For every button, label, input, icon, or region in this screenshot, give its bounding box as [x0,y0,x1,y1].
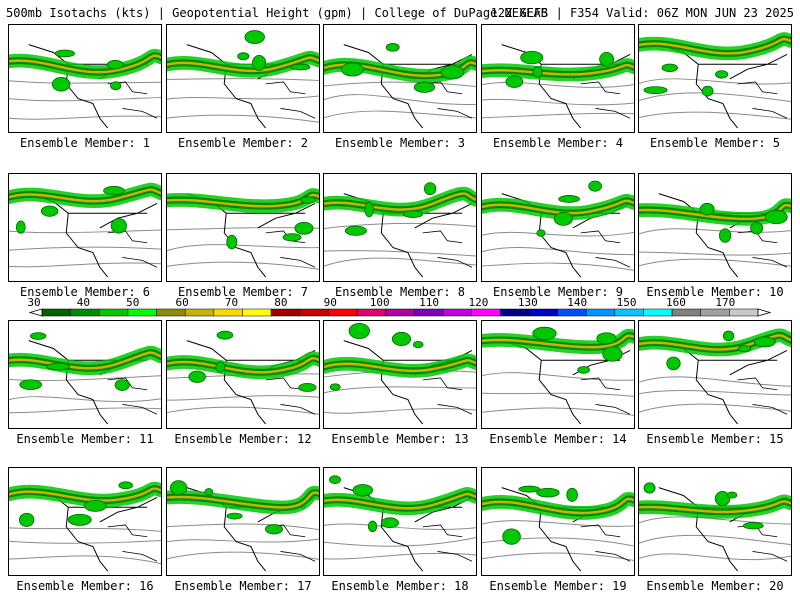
scale-segment [442,308,472,317]
ensemble-member-label: Ensemble Member: 15 [646,432,784,446]
ensemble-member-map [638,24,792,133]
ensemble-member-label: Ensemble Member: 17 [174,579,312,593]
ensemble-member-label: Ensemble Member: 3 [334,136,466,150]
scale-segment [385,308,415,317]
map-title: 500mb Isotachs (kts) | Geopotential Heig… [6,6,548,20]
scale-tick-label: 40 [77,296,90,309]
scale-segment [299,308,329,317]
scale-segment [156,308,186,317]
valid-time: 12Z GEFS | F354 Valid: 06Z MON JUN 23 20… [490,6,794,20]
ensemble-member-map [481,320,635,429]
isotach-color-scale: 30 40 50 60 70 80 90 100 110 120 130 140 150 160 170 [27,296,772,317]
ensemble-member-map [8,320,162,429]
ensemble-member-label: Ensemble Member: 5 [649,136,781,150]
scale-tick-label: 70 [225,296,238,309]
scale-segment [499,308,530,317]
ensemble-member-map [8,24,162,133]
scale-segment [614,308,644,317]
ensemble-member-label: Ensemble Member: 19 [489,579,627,593]
ensemble-member-map [638,173,792,282]
ensemble-member-label: Ensemble Member: 11 [16,432,154,446]
ensemble-member-label: Ensemble Member: 6 [19,285,151,299]
scale-tick-label: 80 [274,296,287,309]
scale-segment [213,308,243,317]
scale-segment [557,308,587,317]
scale-segment [643,308,673,317]
scale-segment [356,308,386,317]
scale-segment [70,308,100,317]
ensemble-member-map [166,173,320,282]
scale-right-arrow [757,308,772,317]
scale-tick-label: 60 [176,296,189,309]
scale-segment [700,308,730,317]
scale-segment [127,308,157,317]
scale-left-arrow [28,308,43,317]
scale-segment [41,308,71,317]
scale-segment [184,308,215,317]
ensemble-member-label: Ensemble Member: 1 [19,136,151,150]
ensemble-member-label: Ensemble Member: 12 [174,432,312,446]
scale-tick-label: 120 [468,296,488,309]
scale-tick-label: 140 [567,296,587,309]
scale-tick-label: 160 [666,296,686,309]
ensemble-member-map [638,467,792,576]
ensemble-member-map [166,467,320,576]
ensemble-member-map [323,467,477,576]
ensemble-member-label: Ensemble Member: 8 [334,285,466,299]
ensemble-member-map [323,24,477,133]
ensemble-member-label: Ensemble Member: 20 [646,579,784,593]
ensemble-member-label: Ensemble Member: 13 [331,432,469,446]
ensemble-member-map [8,173,162,282]
ensemble-member-map [323,320,477,429]
ensemble-member-label: Ensemble Member: 2 [177,136,309,150]
scale-tick-label: 30 [27,296,40,309]
scale-segment [528,308,558,317]
ensemble-member-map [166,320,320,429]
scale-segment [270,308,301,317]
ensemble-member-label: Ensemble Member: 16 [16,579,154,593]
scale-segment [729,308,759,317]
ensemble-member-map [638,320,792,429]
ensemble-member-label: Ensemble Member: 14 [489,432,627,446]
ensemble-member-map [166,24,320,133]
scale-tick-label: 50 [126,296,139,309]
ensemble-member-map [323,173,477,282]
scale-segment [671,308,701,317]
scale-segment [328,308,358,317]
ensemble-member-label: Ensemble Member: 7 [177,285,309,299]
ensemble-member-label: Ensemble Member: 18 [331,579,469,593]
scale-segment [471,308,501,317]
ensemble-member-label: Ensemble Member: 4 [492,136,624,150]
ensemble-member-label: Ensemble Member: 10 [646,285,784,299]
ensemble-member-map [481,173,635,282]
scale-tick-label: 110 [419,296,439,309]
scale-tick-label: 100 [370,296,390,309]
scale-tick-label: 150 [617,296,637,309]
scale-segment [414,308,444,317]
scale-tick-label: 170 [715,296,735,309]
scale-segment [585,308,616,317]
ensemble-member-map [481,467,635,576]
scale-segment [99,308,129,317]
ensemble-member-map [8,467,162,576]
ensemble-member-label: Ensemble Member: 9 [492,285,624,299]
scale-segment [242,308,272,317]
scale-tick-label: 90 [324,296,337,309]
ensemble-member-map [481,24,635,133]
scale-tick-label: 130 [518,296,538,309]
